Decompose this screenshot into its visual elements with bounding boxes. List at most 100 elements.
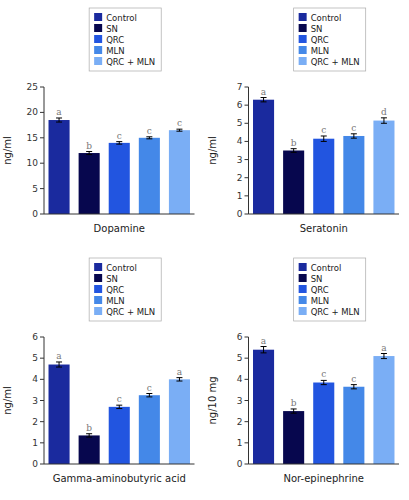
y-tick (245, 358, 249, 359)
bar (343, 136, 364, 214)
legend-swatch (299, 274, 307, 282)
y-tick (40, 214, 44, 215)
y-tick-label: 25 (27, 82, 38, 92)
panel: abccd01234567ng/mlSeratoninControlSNQRCM… (207, 8, 400, 234)
panel: abcca0123456ng/10 mgNor-epinephrineContr… (207, 258, 400, 484)
bar (313, 383, 334, 464)
y-tick (40, 87, 44, 88)
error-cap (351, 388, 357, 389)
y-tick-label: 4 (237, 374, 243, 384)
y-tick (245, 337, 249, 338)
error-bar (381, 118, 387, 123)
legend: ControlSNQRCMLNQRC + MLN (89, 258, 161, 321)
annotation: a (56, 107, 62, 117)
y-tick (245, 400, 249, 401)
error-stem (293, 409, 294, 413)
legend-swatch (94, 46, 102, 54)
y-tick-label: 1 (237, 191, 243, 201)
y-tick (40, 337, 44, 338)
legend-swatch (299, 263, 307, 271)
error-stem (323, 136, 324, 141)
legend-entry: SN (106, 24, 118, 34)
y-tick (245, 87, 249, 88)
annotation: a (381, 343, 387, 353)
legend-entry: MLN (311, 46, 329, 56)
bar (253, 350, 274, 464)
error-cap (116, 144, 122, 145)
error-stem (383, 118, 384, 123)
error-cap (116, 408, 122, 409)
x-axis (44, 464, 195, 465)
legend-entry: QRC + MLN (311, 57, 360, 67)
legend-swatch (94, 263, 102, 271)
legend-swatch (94, 35, 102, 43)
y-tick-label: 10 (27, 158, 39, 168)
error-stem (89, 434, 90, 437)
legend-frame (89, 258, 161, 321)
y-tick (245, 214, 249, 215)
error-bar (116, 405, 122, 408)
y-axis-label: ng/ml (2, 136, 13, 165)
error-cap (176, 131, 182, 132)
y-tick-label: 6 (237, 100, 243, 110)
x-axis-label: Dopamine (94, 223, 145, 234)
error-cap (291, 408, 297, 409)
y-tick-label: 0 (32, 209, 38, 219)
error-cap (381, 358, 387, 359)
error-stem (323, 380, 324, 384)
y-tick-label: 5 (32, 353, 38, 363)
error-stem (149, 394, 150, 397)
legend-entry: QRC + MLN (106, 57, 155, 67)
y-tick (245, 464, 249, 465)
y-tick-label: 0 (32, 459, 38, 469)
y-tick-label: 1 (32, 438, 38, 448)
error-bar (351, 134, 357, 138)
error-cap (86, 151, 92, 152)
error-cap (321, 380, 327, 381)
error-cap (56, 367, 62, 368)
error-stem (263, 98, 264, 102)
annotation: b (291, 398, 297, 408)
x-axis (249, 464, 400, 465)
y-tick (40, 188, 44, 189)
error-cap (381, 123, 387, 124)
bar (313, 139, 334, 214)
y-tick-label: 6 (237, 332, 243, 342)
error-cap (116, 141, 122, 142)
error-stem (353, 134, 354, 138)
legend-entry: QRC (311, 35, 329, 45)
error-cap (146, 136, 152, 137)
error-bar (146, 394, 152, 397)
annotation: c (117, 394, 122, 404)
error-cap (351, 384, 357, 385)
y-tick-label: 3 (32, 396, 38, 406)
legend-swatch (299, 296, 307, 304)
annotation: d (381, 107, 387, 117)
error-bar (321, 136, 327, 141)
legend-entry: MLN (106, 46, 124, 56)
error-bar (291, 409, 297, 413)
annotation: b (86, 141, 92, 151)
error-bar (86, 434, 92, 437)
error-cap (146, 138, 152, 139)
legend-swatch (299, 46, 307, 54)
y-tick (245, 195, 249, 196)
plot-area (49, 362, 190, 464)
legend: ControlSNQRCMLNQRC + MLN (294, 8, 366, 71)
legend-entry: Control (311, 13, 342, 23)
error-cap (261, 97, 267, 98)
legend-entry: QRC (311, 285, 329, 295)
legend-swatch (94, 274, 102, 282)
bar (139, 138, 160, 214)
legend-entry: Control (106, 263, 137, 273)
y-tick (40, 442, 44, 443)
error-cap (86, 433, 92, 434)
annotation: c (351, 374, 356, 384)
y-tick-label: 2 (32, 417, 38, 427)
y-tick-label: 0 (237, 209, 243, 219)
error-stem (179, 378, 180, 381)
bar (373, 356, 394, 464)
annotation: a (177, 367, 183, 377)
y-axis-label: ng/ml (2, 386, 13, 415)
bar (373, 121, 394, 214)
